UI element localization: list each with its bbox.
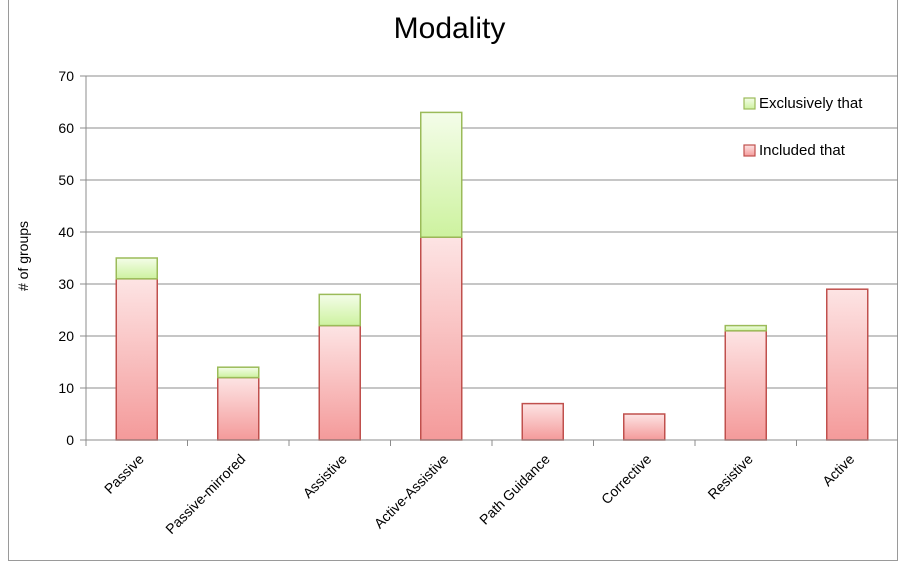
bars <box>115 111 869 441</box>
category-label: Active <box>819 451 857 489</box>
y-tick-label: 10 <box>58 380 74 396</box>
y-tick-label: 70 <box>58 68 74 84</box>
y-axis-label: # of groups <box>15 221 31 291</box>
legend-swatch <box>743 144 756 157</box>
bar-included-that <box>623 413 666 441</box>
bar-included-that <box>826 288 869 441</box>
category-label: Active-Assistive <box>371 451 452 532</box>
y-tick-label: 40 <box>58 224 74 240</box>
bar-included-that <box>724 330 767 441</box>
category-label: Path Guidance <box>476 451 553 528</box>
legend-label: Exclusively that <box>759 95 863 112</box>
category-label: Passive <box>101 451 147 497</box>
chart-frame <box>8 0 898 561</box>
bar-included-that <box>115 278 158 441</box>
y-tick-label: 20 <box>58 328 74 344</box>
legend-swatch <box>743 97 756 110</box>
bar-exclusively-that <box>318 293 361 327</box>
bar-exclusively-that <box>724 324 767 332</box>
y-tick-label: 50 <box>58 172 74 188</box>
bar-exclusively-that <box>217 366 260 379</box>
chart-title: Modality <box>393 12 506 45</box>
axes <box>80 75 898 446</box>
category-label: Corrective <box>598 451 655 508</box>
y-tick-label: 0 <box>66 432 74 448</box>
category-label: Assistive <box>300 451 351 502</box>
y-tick-label: 30 <box>58 276 74 292</box>
legend-label: Included that <box>759 142 846 159</box>
category-label: Resistive <box>704 451 756 503</box>
bar-included-that <box>420 236 463 441</box>
gridlines <box>86 75 898 389</box>
legend: Exclusively that Included that <box>743 95 863 159</box>
y-tick-label: 60 <box>58 120 74 136</box>
bar-exclusively-that <box>115 257 158 280</box>
category-label: Passive-mirrored <box>162 451 248 537</box>
bar-included-that <box>217 376 260 441</box>
bar-included-that <box>521 402 564 441</box>
bar-included-that <box>318 324 361 441</box>
bar-exclusively-that <box>420 111 463 238</box>
